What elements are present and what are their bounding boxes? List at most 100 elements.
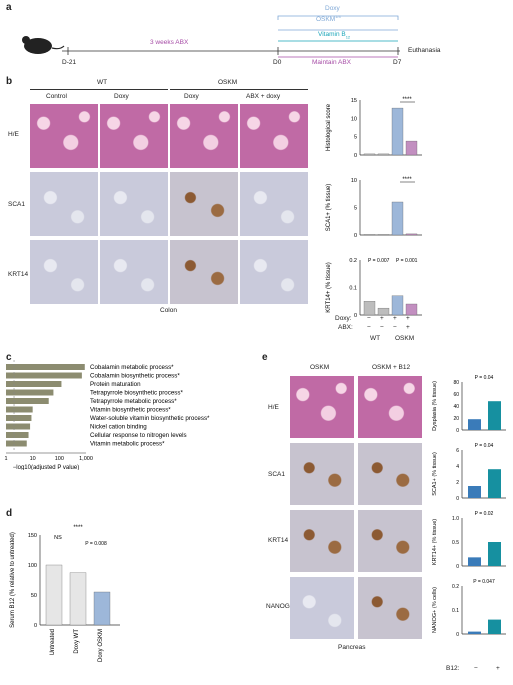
e-micrograph-nanog-b12 <box>358 577 422 639</box>
cond-abx-2: − <box>380 324 384 331</box>
e-micrograph-krt14-oskm <box>290 510 354 572</box>
d-tick-3: 150 <box>28 533 37 539</box>
d-tick-0: 0 <box>34 623 37 629</box>
e-b12-label: B12: <box>446 665 460 672</box>
e-bar-0-1 <box>488 401 501 430</box>
e-col-oskm-b12: OSKM + B12 <box>372 364 411 371</box>
e-micrograph-he-b12 <box>358 376 422 438</box>
e-b12-plus: + <box>496 665 500 672</box>
col-label-abx-doxy: ABX + doxy <box>246 93 281 100</box>
c-tick-0: 1 <box>4 456 7 462</box>
e-p-2: P = 0.02 <box>475 511 494 517</box>
e-tick-3-0: 0 <box>456 632 459 638</box>
c-bar-4 <box>6 398 49 404</box>
timeline-abx-label: 3 weeks ABX <box>150 39 189 46</box>
e-ylabel-0: Dysplasia (% tissue) <box>432 381 438 431</box>
tissue-label-colon: Colon <box>160 307 177 314</box>
e-bar-3-0 <box>468 631 481 634</box>
micrograph-sca1-control <box>30 172 98 236</box>
timeline-d0: D0 <box>273 59 282 66</box>
chart-d: 0 50 100 150 Serum B12 (% relative to untrea… <box>10 525 120 662</box>
b-bar-1-3 <box>405 233 418 236</box>
e-p-1: P = 0.04 <box>475 443 494 449</box>
e-bar-1-0 <box>468 486 481 498</box>
e-tick-0-4: 80 <box>453 380 459 386</box>
e-b12-minus: − <box>474 665 478 672</box>
timeline-vitamin-label: Vitamin B12 <box>318 31 351 40</box>
e-bar-0-0 <box>468 419 481 430</box>
b-p1-2: P = 0.007 <box>368 258 390 264</box>
timeline-oskm-label: OSKM1/4 <box>316 14 341 24</box>
micrograph-krt14-doxy-wt <box>100 240 168 304</box>
c-label-9: Vitamin metabolic process* <box>90 441 165 448</box>
panel-label-c: c <box>6 352 12 363</box>
c-label-7: Nickel cation binding <box>90 424 147 431</box>
e-tick-1-0: 0 <box>456 496 459 502</box>
e-row-nanog: NANOG <box>266 603 290 610</box>
c-tick-2: 100 <box>55 456 64 462</box>
timeline-maintain-label: Maintain ABX <box>312 59 352 66</box>
e-tick-1-1: 2 <box>456 480 459 486</box>
e-ylabel-2: KRT14+ (% tissue) <box>432 519 438 565</box>
micrograph-krt14-control <box>30 240 98 304</box>
c-bar-3 <box>6 389 54 396</box>
b-bar-0-2 <box>391 107 404 156</box>
tissue-label-pancreas: Pancreas <box>338 644 366 651</box>
e-bar-2-0 <box>468 557 481 566</box>
col-label-doxy-wt: Doxy <box>114 93 129 100</box>
cond-group-oskm: OSKM <box>395 335 415 342</box>
c-bar-9 <box>6 440 27 447</box>
d-ann-p: P = 0.008 <box>85 541 107 547</box>
d-cat-2: Doxy OSKM <box>98 629 104 662</box>
c-bar-7 <box>6 423 31 430</box>
e-tick-3-2: 0.2 <box>452 584 459 590</box>
micrograph-he-abx-doxy <box>240 104 308 168</box>
mouse-icon <box>22 36 65 54</box>
cond-doxy-label: Doxy: <box>335 315 352 322</box>
d-bar-1 <box>69 572 87 626</box>
cond-doxy-3: + <box>393 315 397 322</box>
b-ylabel-1: SCA1+ (% tissue) <box>326 184 332 232</box>
row-label-krt14: KRT14 <box>8 271 29 278</box>
cond-group-wt: WT <box>370 335 381 342</box>
timeline-d21: D-21 <box>62 59 77 66</box>
e-bar-3-1 <box>488 619 501 634</box>
b-tick-1-0: 0 <box>354 233 357 239</box>
d-bar-2 <box>93 591 111 626</box>
panel-label-e: e <box>262 352 268 363</box>
group-label-wt: WT <box>97 79 108 86</box>
group-line-oskm <box>170 89 308 90</box>
cond-doxy-2: + <box>380 315 384 322</box>
c-label-2: Protein maturation <box>90 381 141 388</box>
cond-abx-label: ABX: <box>338 324 353 331</box>
b-tick-1-2: 10 <box>351 178 357 184</box>
e-tick-2-2: 1.0 <box>452 516 459 522</box>
e-micrograph-sca1-b12 <box>358 443 422 505</box>
c-bar-8 <box>6 432 29 438</box>
d-bar-0 <box>45 564 63 626</box>
e-tick-2-0: 0 <box>456 564 459 570</box>
b-bar-1-2 <box>391 201 404 236</box>
e-ylabel-3: NANOG+ (% cells) <box>432 587 438 633</box>
b-tick-0-3: 15 <box>351 98 357 104</box>
b-tick-0-2: 10 <box>351 116 357 122</box>
cond-abx-3: − <box>393 324 397 331</box>
e-row-krt14: KRT14 <box>268 537 289 544</box>
panel-label-d: d <box>6 508 13 519</box>
c-tick-3: 1,000 <box>79 456 93 462</box>
c-bar-5 <box>6 406 33 413</box>
e-bar-2-1 <box>488 542 501 566</box>
b-bar-1-1 <box>377 234 390 236</box>
e-row-sca1: SCA1 <box>268 471 285 478</box>
e-bar-1-1 <box>488 469 501 498</box>
b-bar-2-1 <box>377 307 390 316</box>
b-tick-2-1: 0.1 <box>349 286 357 292</box>
e-micrograph-he-oskm <box>290 376 354 438</box>
e-col-oskm: OSKM <box>310 364 330 371</box>
c-label-6: Water-soluble vitamin biosynthetic proce… <box>90 415 210 422</box>
micrograph-sca1-doxy-wt <box>100 172 168 236</box>
b-bar-0-0 <box>363 153 376 156</box>
b-tick-0-1: 5 <box>354 135 357 141</box>
group-line-wt <box>30 89 168 90</box>
c-bar-6 <box>6 415 32 421</box>
